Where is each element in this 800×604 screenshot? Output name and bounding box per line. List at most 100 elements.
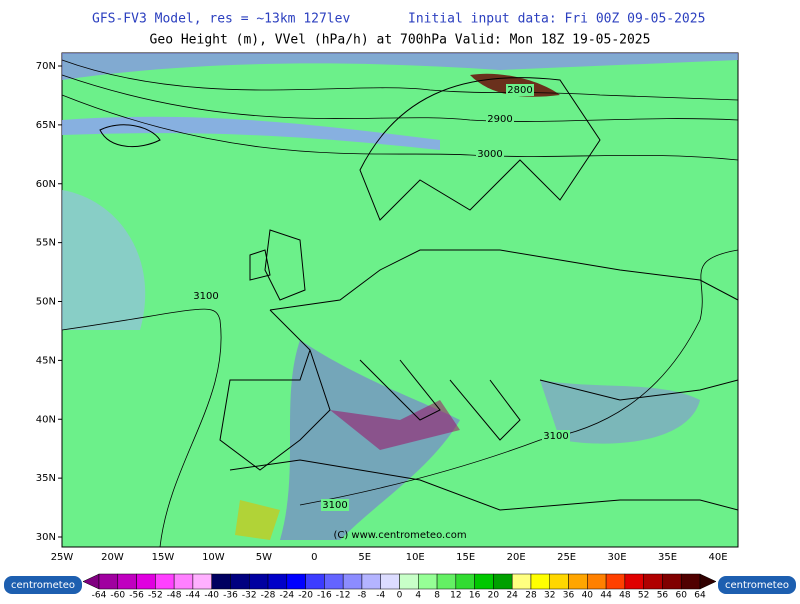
contour-label: 2800: [507, 85, 532, 96]
lat-label: 30N: [36, 532, 56, 543]
colorbar-box: [305, 573, 325, 590]
colorbar-label: -28: [261, 591, 276, 601]
colorbar-box: [549, 573, 569, 590]
colorbar-arrow: [82, 573, 100, 590]
colorbar-label: -4: [376, 591, 385, 601]
lon-label: 5E: [358, 552, 371, 563]
lat-label: 65N: [36, 120, 56, 131]
lon-label: 25W: [51, 552, 74, 563]
contour-label: 2900: [487, 114, 512, 125]
colorbar-label: -12: [336, 591, 351, 601]
lon-label: 15E: [456, 552, 475, 563]
colorbar-box: [380, 573, 400, 590]
atlantic-band: [62, 190, 146, 330]
contour-label-bg: [506, 84, 534, 96]
colorbar-box: [361, 573, 381, 590]
colorbar-box: [286, 573, 306, 590]
colorbar-box: [117, 573, 137, 590]
contour-label-bg: [192, 290, 220, 302]
contour-label: 3100: [543, 431, 568, 442]
colorbar-box: [474, 573, 494, 590]
colorbar-box: [136, 573, 156, 590]
lon-label: 10W: [202, 552, 225, 563]
lon-label: 10E: [406, 552, 425, 563]
colorbar-arrow: [699, 573, 717, 590]
colorbar-label: 24: [506, 591, 518, 601]
east-area: [540, 380, 700, 444]
colorbar-label: 48: [619, 591, 631, 601]
colorbar-label: -40: [204, 591, 219, 601]
lon-label: 20E: [507, 552, 526, 563]
colorbar-label: -24: [279, 591, 294, 601]
colorbar-box: [211, 573, 231, 590]
lon-label: 15W: [152, 552, 175, 563]
lon-label: 0: [311, 552, 317, 563]
lon-label: 5W: [256, 552, 272, 563]
med-band: [330, 400, 460, 450]
lat-label: 70N: [36, 61, 56, 72]
lon-label: 25E: [557, 552, 576, 563]
logo-box: [718, 576, 796, 594]
colorbar-label: -60: [110, 591, 125, 601]
lat-label: 35N: [36, 473, 56, 484]
lat-label: 45N: [36, 355, 56, 366]
field-title: Geo Height (m), VVel (hPa/h) at 700hPa V…: [150, 33, 651, 48]
logo-right: centrometeo: [718, 576, 796, 594]
contour-label: 3100: [193, 291, 218, 302]
colorbar-label: 60: [675, 591, 687, 601]
lon-label: 35E: [658, 552, 677, 563]
colorbar-box: [249, 573, 269, 590]
africa-spot: [235, 500, 280, 540]
lat-label: 60N: [36, 179, 56, 190]
lat-label: 50N: [36, 297, 56, 308]
colorbar-box: [530, 573, 550, 590]
colorbar-box: [587, 573, 607, 590]
colorbar-box: [511, 573, 532, 590]
colorbar-box: [605, 573, 626, 590]
colorbar-label: -44: [186, 591, 201, 601]
colorbar-box: [662, 573, 682, 590]
colorbar-label: 28: [525, 591, 537, 601]
coastlines: [99, 77, 739, 511]
colorbar-label: 20: [488, 591, 500, 601]
jet-band: [62, 116, 440, 150]
contour-label-bg: [486, 113, 514, 125]
north-band: [62, 53, 738, 80]
colorbar-box: [418, 573, 438, 590]
copyright: (C) www.centrometeo.com: [333, 530, 466, 541]
colorbar-box: [568, 573, 588, 590]
colorbar-box: [342, 573, 363, 590]
colorbar-box: [493, 573, 513, 590]
colorbar-label: -52: [148, 591, 163, 601]
colorbar-label: -64: [92, 591, 107, 601]
contours: [61, 59, 739, 548]
colorbar-label: 0: [397, 591, 403, 601]
lon-label: 40E: [708, 552, 727, 563]
colorbar-box: [192, 573, 212, 590]
colorbar-box: [98, 573, 119, 590]
colorbar-label: 32: [544, 591, 555, 601]
colorbar-label: -8: [357, 591, 366, 601]
lat-label: 40N: [36, 414, 56, 425]
contour-label-bg: [321, 499, 349, 511]
colorbar-label: -32: [242, 591, 257, 601]
contour-label-bg: [476, 148, 504, 160]
colorbar-label: -48: [167, 591, 182, 601]
lat-label: 55N: [36, 238, 56, 249]
init-time: Initial input data: Fri 00Z 09-05-2025: [408, 12, 705, 27]
logo-text: centrometeo: [11, 580, 75, 591]
colorbar-label: 56: [657, 591, 669, 601]
colorbar-box: [173, 573, 194, 590]
map: [61, 52, 739, 548]
colorbar-box: [155, 573, 175, 590]
lon-label: 30E: [608, 552, 627, 563]
contour-label: 3000: [477, 149, 502, 160]
logo-box: [4, 576, 82, 594]
colorbar-label: -56: [129, 591, 144, 601]
colorbar-box: [680, 573, 701, 590]
colorbar-box: [624, 573, 644, 590]
colorbar-label: 36: [563, 591, 575, 601]
colorbar-box: [399, 573, 419, 590]
colorbar-box: [643, 573, 663, 590]
